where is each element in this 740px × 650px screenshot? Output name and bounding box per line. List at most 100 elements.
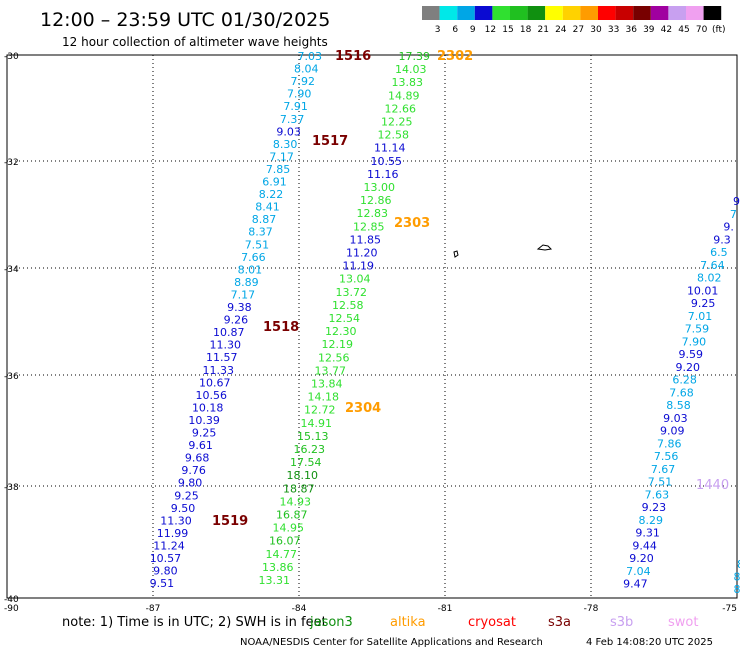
swh-value: 8.22 — [259, 188, 284, 201]
swh-value: 8.87 — [252, 213, 277, 226]
satellite-name: jason3 — [309, 615, 353, 630]
pass-time-label: 1519 — [212, 514, 248, 529]
swh-value: 14.93 — [280, 495, 312, 508]
swh-value: 7.85 — [266, 163, 291, 176]
swh-value: 11.16 — [367, 168, 399, 181]
legend-label: 12 — [485, 25, 496, 35]
lat-label: -40 — [4, 595, 19, 605]
swh-value: 10.18 — [192, 401, 224, 414]
swh-value: 6.5 — [710, 246, 728, 259]
swh-value: 10.56 — [195, 389, 227, 402]
legend-swatch — [633, 6, 651, 20]
swh-value: 8.01 — [238, 263, 263, 276]
swh-value: 6.91 — [262, 176, 287, 189]
swh-value: 8.89 — [234, 276, 259, 289]
swh-value: 14.91 — [301, 417, 333, 430]
legend-swatch — [615, 6, 634, 20]
swh-value: 12.30 — [325, 325, 357, 338]
swh-value: 11.20 — [346, 247, 378, 260]
swh-value: 9.20 — [629, 552, 654, 565]
legend-swatch — [492, 6, 510, 20]
swh-value: 9.51 — [150, 577, 175, 590]
swh-value: 12.54 — [329, 312, 361, 325]
footer-note: note: 1) Time is in UTC; 2) SWH is in fe… — [62, 615, 327, 630]
satellite-tracks: 7.038.047.927.907.917.379.038.307.177.85… — [150, 49, 740, 596]
swh-value: 10.87 — [213, 326, 245, 339]
swh-value: 7.04 — [626, 565, 651, 578]
swh-value: 13.00 — [364, 181, 396, 194]
swh-value: 9.20 — [675, 361, 700, 374]
swh-value: 12.83 — [357, 207, 389, 220]
legend-label: 18 — [520, 25, 532, 35]
swh-value: 11.19 — [343, 260, 375, 273]
island-outline — [453, 244, 553, 258]
timestamp-text: 4 Feb 14:08:20 UTC 2025 — [586, 637, 713, 648]
pass-time-label: 1517 — [312, 134, 348, 149]
legend-label: 9 — [470, 25, 476, 35]
swh-value: 7.56 — [654, 450, 679, 463]
swh-value: 7.17 — [231, 288, 256, 301]
swh-value: 9.03 — [276, 125, 301, 138]
swh-value: 7.51 — [245, 238, 270, 251]
swh-value: 11.85 — [350, 233, 382, 246]
legend-swatch — [668, 6, 686, 20]
swh-value: 7.92 — [290, 75, 315, 88]
satellite-name: altika — [390, 615, 426, 630]
swh-value: 12.19 — [322, 338, 354, 351]
swh-value: 10.57 — [150, 552, 182, 565]
swh-value: 9.61 — [188, 439, 213, 452]
legend-unit: (ft) — [712, 25, 726, 35]
swh-value: 14.89 — [388, 89, 420, 102]
swh-value: 9.3 — [713, 233, 731, 246]
swh-value: 13.83 — [392, 76, 424, 89]
lat-label: -38 — [4, 483, 19, 493]
swh-value: 11.57 — [206, 351, 238, 364]
swh-value: 12.25 — [381, 116, 413, 129]
swh-value: 8. — [734, 571, 740, 584]
pass-time-label: 2303 — [394, 216, 430, 231]
swh-value: 18.10 — [287, 469, 319, 482]
swh-value: 10.67 — [199, 376, 231, 389]
swh-value: 7.17 — [269, 150, 294, 163]
legend-swatch — [422, 6, 440, 20]
swh-value: 13.77 — [315, 364, 347, 377]
legend-label: 15 — [502, 25, 513, 35]
lat-label: -34 — [4, 265, 19, 275]
lon-label: -90 — [4, 604, 19, 614]
pass-time-label: 1518 — [263, 320, 299, 335]
swh-value: 14.18 — [308, 391, 340, 404]
swh-value: 11.14 — [374, 142, 406, 155]
legend-label: 45 — [678, 25, 689, 35]
swh-value: 11.99 — [157, 527, 189, 540]
pass-time-label: 2302 — [437, 49, 473, 64]
swh-value: 12.58 — [378, 129, 410, 142]
swh-value: 11.24 — [153, 539, 185, 552]
swh-value: 13.86 — [262, 561, 294, 574]
lat-label: -30 — [4, 52, 19, 62]
satellite-name: s3b — [610, 615, 633, 630]
swh-value: 12.72 — [304, 404, 336, 417]
swh-value: 12.56 — [318, 351, 350, 364]
legend-label: 24 — [555, 25, 567, 35]
legend-swatch — [562, 6, 581, 20]
swh-value: 9.25 — [174, 489, 199, 502]
swh-value: 7.37 — [280, 113, 305, 126]
lon-label: -75 — [722, 604, 737, 614]
legend-swatch — [457, 6, 475, 20]
swh-value: 9.25 — [192, 427, 217, 440]
swh-value: 17.39 — [399, 50, 431, 63]
swh-value: 11.33 — [203, 364, 235, 377]
swh-value: 12.86 — [360, 194, 392, 207]
swh-value: 7.64 — [700, 259, 725, 272]
legend-swatch — [545, 6, 563, 20]
swh-value: 9.23 — [642, 501, 667, 514]
map-footer: note: 1) Time is in UTC; 2) SWH is in fe… — [62, 615, 713, 648]
swh-value: 10.01 — [687, 284, 719, 297]
swh-value: 12.58 — [332, 299, 364, 312]
lat-label: -36 — [4, 372, 19, 382]
swh-value: 9.50 — [171, 502, 196, 515]
swh-value: 9.59 — [679, 348, 704, 361]
credit-text: NOAA/NESDIS Center for Satellite Applica… — [240, 637, 543, 648]
swh-value: 9.09 — [660, 425, 685, 438]
